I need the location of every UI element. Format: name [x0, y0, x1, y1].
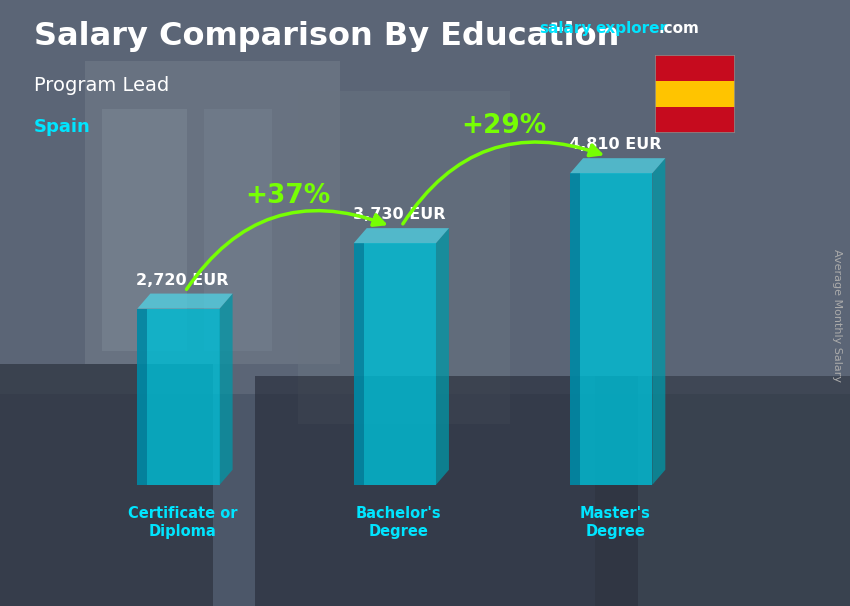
Text: Bachelor's
Degree: Bachelor's Degree [356, 505, 441, 539]
Bar [354, 243, 364, 485]
Bar [654, 55, 735, 81]
Text: Program Lead: Program Lead [34, 76, 169, 95]
Bar [138, 308, 219, 485]
Bar [654, 81, 735, 107]
Bar [204, 109, 272, 351]
Text: 2,720 EUR: 2,720 EUR [136, 273, 229, 288]
Bar [595, 376, 850, 606]
Bar [570, 173, 652, 485]
Text: Certificate or
Diploma: Certificate or Diploma [128, 505, 237, 539]
Text: +29%: +29% [462, 113, 547, 139]
Text: salary: salary [540, 21, 592, 36]
Text: explorer: explorer [595, 21, 667, 36]
Bar [85, 61, 340, 364]
Text: .com: .com [659, 21, 700, 36]
Polygon shape [219, 293, 233, 485]
Text: Salary Comparison By Education: Salary Comparison By Education [34, 21, 620, 52]
Bar [138, 308, 147, 485]
Polygon shape [652, 158, 666, 485]
Text: Master's
Degree: Master's Degree [580, 505, 650, 539]
Text: 3,730 EUR: 3,730 EUR [353, 207, 445, 222]
Polygon shape [138, 293, 233, 308]
Bar [570, 173, 580, 485]
Polygon shape [354, 228, 449, 243]
Bar [102, 109, 187, 351]
Bar [0, 364, 212, 606]
Bar [255, 376, 638, 606]
Bar [354, 243, 436, 485]
Text: Spain: Spain [34, 118, 91, 136]
Polygon shape [570, 158, 666, 173]
Text: +37%: +37% [245, 183, 331, 208]
Bar [0, 0, 850, 394]
Text: Average Monthly Salary: Average Monthly Salary [832, 248, 842, 382]
Polygon shape [436, 228, 449, 485]
Bar [298, 91, 510, 424]
Bar [654, 107, 735, 133]
Text: 4,810 EUR: 4,810 EUR [569, 138, 661, 152]
